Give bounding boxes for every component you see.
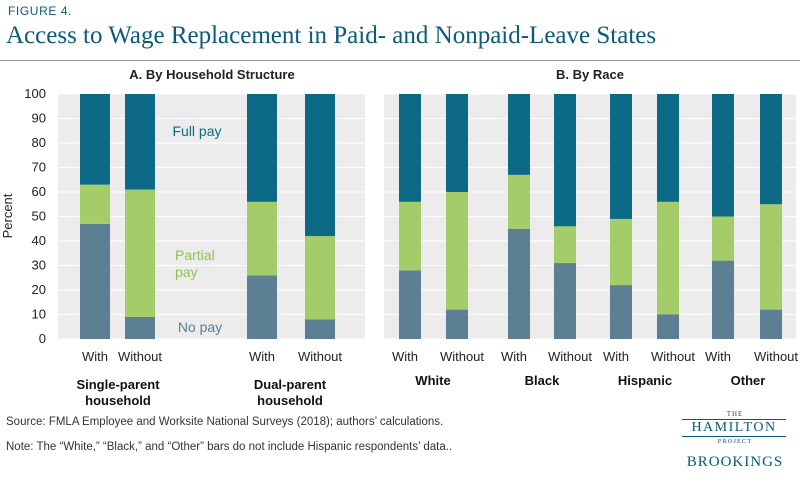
bar-segment-full-pay — [610, 94, 632, 219]
bar-segment-no-pay — [508, 228, 530, 339]
bar-segment-partial-pay — [508, 174, 530, 229]
bar-segment-no-pay — [446, 309, 468, 339]
y-tick-label: 100 — [24, 86, 46, 101]
x-tick-label: With — [82, 349, 108, 364]
bar-segment-no-pay — [712, 260, 734, 339]
logo-brookings: BROOKINGS — [686, 454, 784, 470]
bar-segment-partial-pay — [125, 189, 155, 317]
x-tick-label: Without — [548, 349, 592, 364]
bar-segment-full-pay — [760, 94, 782, 205]
x-tick-label: With — [249, 349, 275, 364]
bar-segment-no-pay — [125, 316, 155, 339]
logo-the: THE — [726, 410, 744, 418]
x-tick-label: With — [392, 349, 418, 364]
bar-segment-partial-pay — [610, 218, 632, 286]
bar-segment-full-pay — [247, 94, 277, 202]
bar-segment-full-pay — [446, 94, 468, 192]
y-tick-label: 20 — [32, 282, 46, 297]
bar-segment-no-pay — [760, 309, 782, 339]
bar-segment-no-pay — [399, 270, 421, 339]
group-label: Other — [731, 373, 766, 388]
bar-segment-no-pay — [80, 223, 110, 339]
chart-title: Access to Wage Replacement in Paid- and … — [6, 22, 657, 49]
bar-segment-partial-pay — [554, 226, 576, 264]
bar-segment-full-pay — [80, 94, 110, 185]
source-note: Source: FMLA Employee and Worksite Natio… — [6, 416, 444, 428]
x-tick-label: Without — [651, 349, 695, 364]
title-divider — [0, 60, 800, 61]
y-tick-label: 80 — [32, 135, 46, 150]
bar-segment-full-pay — [508, 94, 530, 175]
y-tick-label: 40 — [32, 233, 46, 248]
chart-area: 0 10 20 30 40 50 60 70 80 90 100 Percent A. By House… — [0, 67, 798, 408]
bar-segment-no-pay — [610, 285, 632, 339]
legend-full-pay: Full pay — [172, 123, 221, 139]
panel-a-title: A. By Household Structure — [129, 67, 294, 82]
group-label: Dual-parent household — [254, 377, 327, 408]
y-tick-label: 60 — [32, 184, 46, 199]
x-tick-label: Without — [754, 349, 798, 364]
bar-segment-full-pay — [399, 94, 421, 202]
y-tick-label: 90 — [32, 111, 46, 126]
x-tick-label: With — [501, 349, 527, 364]
figure-label: FIGURE 4. — [8, 4, 73, 18]
bar-segment-no-pay — [554, 263, 576, 339]
bar-segment-partial-pay — [305, 236, 335, 320]
logo-project: PROJECT — [717, 438, 753, 445]
hamilton-brookings-logo: THE HAMILTON PROJECT BROOKINGS — [676, 410, 794, 476]
bar-segment-full-pay — [305, 94, 335, 237]
legend-no-pay: No pay — [178, 319, 222, 335]
panel-b-title: B. By Race — [556, 67, 624, 82]
y-tick-label: 0 — [39, 331, 46, 346]
bar-segment-no-pay — [657, 314, 679, 339]
group-label: Single-parent household — [76, 377, 160, 408]
x-tick-label: Without — [440, 349, 484, 364]
bar-segment-partial-pay — [657, 201, 679, 315]
group-label: Hispanic — [618, 373, 672, 388]
bar-segment-partial-pay — [80, 184, 110, 224]
bar-segment-partial-pay — [760, 204, 782, 310]
y-tick-label: 30 — [32, 258, 46, 273]
bar-segment-partial-pay — [712, 216, 734, 261]
x-tick-label: Without — [298, 349, 342, 364]
bar-segment-no-pay — [305, 319, 335, 339]
legend-partial-pay: Partial pay — [175, 247, 215, 280]
bar-segment-partial-pay — [399, 201, 421, 271]
bar-segment-partial-pay — [446, 192, 468, 310]
bar-segment-full-pay — [125, 94, 155, 190]
x-tick-label: With — [603, 349, 629, 364]
y-tick-label: 70 — [32, 160, 46, 175]
bar-segment-full-pay — [657, 94, 679, 202]
bar-segment-full-pay — [712, 94, 734, 217]
x-tick-label: Without — [118, 349, 162, 364]
logo-hamilton: HAMILTON — [682, 419, 786, 437]
footnote: Note: The “White,” “Black,” and “Other” … — [6, 441, 453, 453]
y-axis-label: Percent — [0, 193, 15, 238]
group-label: Black — [525, 373, 560, 388]
bar-segment-full-pay — [554, 94, 576, 227]
bar-segment-no-pay — [247, 275, 277, 339]
x-tick-label: With — [705, 349, 731, 364]
y-tick-label: 50 — [32, 209, 46, 224]
y-tick-label: 10 — [32, 307, 46, 322]
group-label: White — [415, 373, 450, 388]
bar-segment-partial-pay — [247, 201, 277, 276]
